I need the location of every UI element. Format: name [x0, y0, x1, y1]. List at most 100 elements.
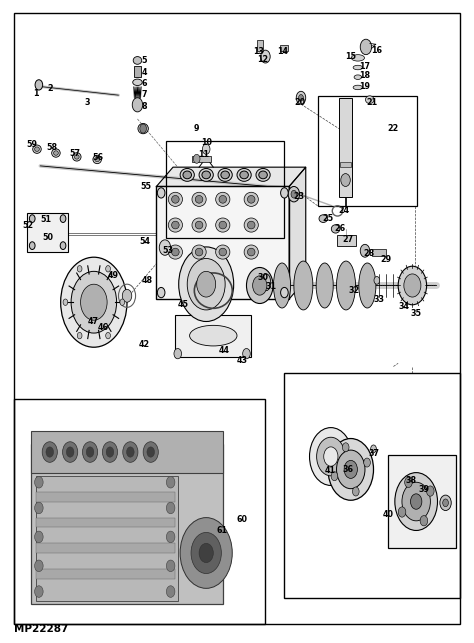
Ellipse shape	[247, 248, 255, 256]
Text: 48: 48	[141, 276, 153, 285]
Text: 47: 47	[87, 317, 99, 326]
Circle shape	[395, 473, 438, 530]
Ellipse shape	[33, 145, 41, 154]
Text: 31: 31	[265, 282, 277, 291]
Ellipse shape	[168, 192, 182, 206]
Circle shape	[106, 266, 110, 272]
Text: 38: 38	[406, 476, 417, 485]
Circle shape	[166, 586, 175, 597]
Circle shape	[166, 560, 175, 572]
Bar	[337, 235, 356, 246]
Circle shape	[344, 460, 357, 478]
Circle shape	[310, 428, 352, 485]
Circle shape	[66, 447, 74, 457]
Ellipse shape	[95, 158, 100, 161]
Bar	[36, 492, 175, 502]
Text: 1: 1	[33, 89, 38, 98]
Text: 10: 10	[201, 138, 212, 147]
Ellipse shape	[337, 261, 356, 310]
Text: 26: 26	[335, 224, 346, 233]
Circle shape	[166, 531, 175, 543]
Ellipse shape	[319, 215, 328, 222]
Text: 36: 36	[343, 465, 354, 474]
Bar	[14, 399, 265, 624]
Text: 7: 7	[142, 90, 147, 99]
Text: 53: 53	[163, 246, 174, 255]
Circle shape	[63, 299, 68, 305]
Ellipse shape	[192, 218, 206, 232]
Text: 6: 6	[142, 79, 147, 88]
Ellipse shape	[218, 168, 232, 181]
Ellipse shape	[331, 225, 340, 233]
Text: 51: 51	[40, 215, 52, 224]
Ellipse shape	[133, 57, 142, 64]
Bar	[388, 455, 456, 548]
Circle shape	[35, 531, 43, 543]
Circle shape	[299, 95, 303, 101]
Text: 20: 20	[294, 98, 306, 107]
Text: 14: 14	[277, 47, 288, 56]
Ellipse shape	[216, 192, 230, 206]
Ellipse shape	[202, 171, 210, 179]
Text: 15: 15	[345, 52, 356, 61]
Ellipse shape	[216, 218, 230, 232]
Text: 52: 52	[22, 221, 33, 230]
Bar	[134, 66, 141, 77]
Bar	[257, 40, 263, 51]
Circle shape	[106, 447, 114, 457]
Bar	[339, 98, 352, 197]
Text: 18: 18	[359, 71, 371, 80]
Bar	[36, 569, 175, 579]
Circle shape	[63, 442, 78, 462]
Text: 54: 54	[139, 237, 150, 246]
Circle shape	[140, 124, 146, 133]
Ellipse shape	[353, 85, 363, 89]
Bar	[31, 444, 223, 604]
Circle shape	[360, 244, 370, 257]
Circle shape	[281, 188, 288, 198]
Circle shape	[157, 188, 165, 198]
Circle shape	[35, 80, 43, 90]
Circle shape	[46, 447, 54, 457]
Ellipse shape	[237, 168, 251, 181]
Circle shape	[328, 439, 374, 500]
Circle shape	[166, 476, 175, 488]
Text: 60: 60	[236, 515, 247, 524]
Circle shape	[35, 586, 43, 597]
Circle shape	[60, 215, 66, 222]
Circle shape	[405, 477, 412, 487]
Text: 59: 59	[27, 140, 38, 149]
Text: 40: 40	[383, 510, 394, 519]
Circle shape	[253, 276, 267, 295]
Polygon shape	[156, 167, 306, 186]
Ellipse shape	[247, 195, 255, 203]
Circle shape	[42, 442, 57, 462]
Ellipse shape	[353, 66, 363, 69]
Bar	[27, 213, 68, 252]
Text: 12: 12	[257, 55, 269, 64]
Circle shape	[86, 447, 94, 457]
Ellipse shape	[221, 171, 229, 179]
Text: 57: 57	[69, 149, 81, 158]
Circle shape	[102, 442, 118, 462]
Circle shape	[374, 276, 380, 284]
Text: 41: 41	[324, 466, 336, 475]
Circle shape	[77, 266, 82, 272]
Text: 49: 49	[107, 271, 118, 280]
Text: 29: 29	[381, 255, 392, 264]
Ellipse shape	[256, 168, 270, 181]
Ellipse shape	[54, 151, 58, 155]
Ellipse shape	[172, 248, 179, 256]
Ellipse shape	[93, 155, 101, 164]
Ellipse shape	[199, 168, 213, 181]
Circle shape	[402, 482, 430, 521]
Ellipse shape	[216, 245, 230, 259]
Circle shape	[364, 458, 370, 467]
Circle shape	[82, 442, 98, 462]
Ellipse shape	[240, 171, 248, 179]
Circle shape	[443, 499, 448, 507]
Text: 4: 4	[142, 68, 147, 77]
Circle shape	[246, 267, 273, 303]
Circle shape	[199, 543, 213, 563]
Ellipse shape	[172, 221, 179, 229]
